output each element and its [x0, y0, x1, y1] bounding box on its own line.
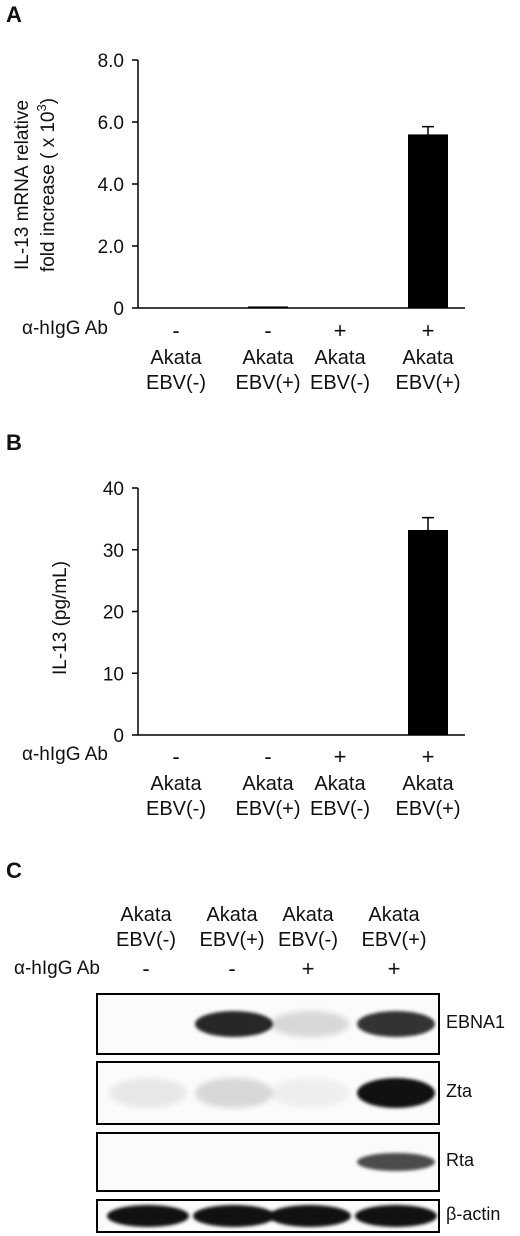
blot-band-label-1: Zta: [446, 1081, 473, 1101]
chart-b-lane-line1-3: Akata: [402, 773, 454, 795]
blot-band-3-3: [355, 1205, 437, 1227]
blot-lane-line2-3: EBV(+): [361, 929, 427, 951]
chart-b-treatment-sign-0: -: [172, 744, 180, 769]
chart-a-lane-line1-1: Akata: [242, 347, 294, 369]
blot-band-1-3: [357, 1078, 435, 1108]
blot-band-1-0: [109, 1078, 187, 1108]
panel-a-label: A: [6, 2, 22, 27]
chart-b-treatment-sign-2: +: [333, 744, 347, 769]
blot-band-3-0: [107, 1205, 189, 1227]
chart-a-ytick-label-3: 6.0: [98, 113, 124, 134]
chart-a-treatment-sign-0: -: [172, 318, 180, 343]
blot-band-1-1: [195, 1078, 273, 1108]
chart-b-lane-label-1: Akata EBV(+): [223, 772, 313, 822]
chart-b-ytick-label-4: 40: [103, 479, 124, 500]
blot-band-1-2: [271, 1078, 349, 1108]
chart-a-treatment-label: α-hIgG Ab: [22, 318, 108, 339]
blot-treatment-sign-3: +: [387, 956, 401, 981]
blot-band-3-2: [269, 1205, 351, 1227]
chart-b-lane-label-2: Akata EBV(-): [295, 772, 385, 822]
chart-a-lane-label-0: Akata EBV(-): [131, 346, 221, 396]
chart-a-lane-line1-2: Akata: [314, 347, 366, 369]
blot-lane-label-1: Akata EBV(+): [187, 903, 277, 953]
blot-band-3-1: [193, 1205, 275, 1227]
chart-a-lane-line1-0: Akata: [150, 347, 202, 369]
blot-lane-label-0: Akata EBV(-): [101, 903, 191, 953]
blot-lane-label-2: Akata EBV(-): [263, 903, 353, 953]
chart-b-treatment-sign-1: -: [264, 744, 272, 769]
chart-b-ytick-label-0: 0: [113, 726, 124, 747]
chart-a-ylabel: IL-13 mRNA relative: [12, 100, 33, 270]
blot-panel-3: [96, 1199, 440, 1233]
chart-a-ytick-label-4: 8.0: [98, 51, 124, 72]
blot-treatment-sign-0: -: [142, 956, 150, 981]
blot-treatment-sign-2: +: [301, 956, 315, 981]
blot-lane-line2-0: EBV(-): [116, 929, 176, 951]
chart-b-ytick-label-3: 30: [103, 541, 124, 562]
blot-band-label-0: EBNA1: [446, 1012, 506, 1032]
chart-b-ytick-label-2: 20: [103, 603, 124, 624]
chart-a-lane-line2-2: EBV(-): [310, 372, 370, 394]
chart-b-ylabel: IL-13 (pg/mL): [50, 561, 71, 675]
chart-a-lane-line2-0: EBV(-): [146, 372, 206, 394]
chart-a-lane-line2-3: EBV(+): [395, 372, 461, 394]
chart-a-lane-line1-3: Akata: [402, 347, 454, 369]
chart-a-treatment-sign-3: +: [421, 318, 435, 343]
blot-lane-line1-0: Akata: [120, 904, 172, 926]
panel-c-label: C: [6, 858, 22, 883]
chart-a-ylabel-close: ): [38, 98, 59, 104]
blot-treatment-sign-1: -: [228, 956, 236, 981]
chart-b-bar-3: [408, 529, 448, 735]
chart-a-lane-label-3: Akata EBV(+): [383, 346, 473, 396]
chart-a: IL-13 mRNA relative fold increase ( x 10…: [12, 51, 465, 320]
blot-panel-2: [96, 1132, 440, 1192]
blot-band-0-1: [195, 1011, 273, 1037]
chart-a-ytick-label-2: 4.0: [98, 175, 124, 196]
blot-lane-line1-2: Akata: [282, 904, 334, 926]
chart-b-lane-line2-3: EBV(+): [395, 798, 461, 820]
chart-b-ytick-label-1: 10: [103, 664, 124, 685]
chart-b-treatment-label: α-hIgG Ab: [22, 744, 108, 765]
chart-a-bar-3: [408, 134, 448, 308]
chart-a-ytick-label-0: 0: [113, 299, 124, 320]
chart-a-treatment-sign-1: -: [264, 318, 272, 343]
blot-band-label-3: β-actin: [446, 1204, 501, 1224]
chart-a-ylabel-line2: fold increase ( x 10: [38, 112, 59, 273]
blot-treatment-label: α-hIgG Ab: [14, 958, 100, 979]
blot-lane-line1-1: Akata: [206, 904, 258, 926]
chart-a-lane-line2-1: EBV(+): [235, 372, 301, 394]
chart-a-treatment-sign-2: +: [333, 318, 347, 343]
blot-band-0-2: [271, 1011, 349, 1037]
chart-a-lane-label-2: Akata EBV(-): [295, 346, 385, 396]
blot-lane-line2-2: EBV(-): [278, 929, 338, 951]
chart-b-lane-label-0: Akata EBV(-): [131, 772, 221, 822]
chart-a-ylabel-line1: IL-13 mRNA relative: [12, 100, 33, 270]
chart-a-ylabel-2: fold increase ( x 103): [34, 98, 59, 272]
chart-b: IL-13 (pg/mL) 0 10 20 30 40: [50, 479, 465, 747]
blot-lane-line1-3: Akata: [368, 904, 420, 926]
blot-panel-1: [96, 1061, 440, 1125]
blot-band-label-2: Rta: [446, 1150, 475, 1170]
chart-a-bar-1: [248, 306, 288, 308]
blot-lane-label-3: Akata EBV(+): [349, 903, 439, 953]
chart-a-lane-label-1: Akata EBV(+): [223, 346, 313, 396]
blot-band-2-3: [357, 1153, 435, 1171]
chart-a-ytick-label-1: 2.0: [98, 237, 124, 258]
chart-b-lane-line2-1: EBV(+): [235, 798, 301, 820]
panel-b-label: B: [6, 430, 22, 455]
chart-b-lane-label-3: Akata EBV(+): [383, 772, 473, 822]
chart-b-lane-line1-2: Akata: [314, 773, 366, 795]
chart-b-lane-line1-1: Akata: [242, 773, 294, 795]
blot-panel-0: [96, 993, 440, 1055]
chart-b-lane-line2-0: EBV(-): [146, 798, 206, 820]
chart-b-lane-line2-2: EBV(-): [310, 798, 370, 820]
blot-band-0-3: [357, 1011, 435, 1037]
chart-b-treatment-sign-3: +: [421, 744, 435, 769]
chart-b-lane-line1-0: Akata: [150, 773, 202, 795]
blot-lane-line2-1: EBV(+): [199, 929, 265, 951]
chart-a-ylabel-exponent: 3: [34, 104, 49, 111]
